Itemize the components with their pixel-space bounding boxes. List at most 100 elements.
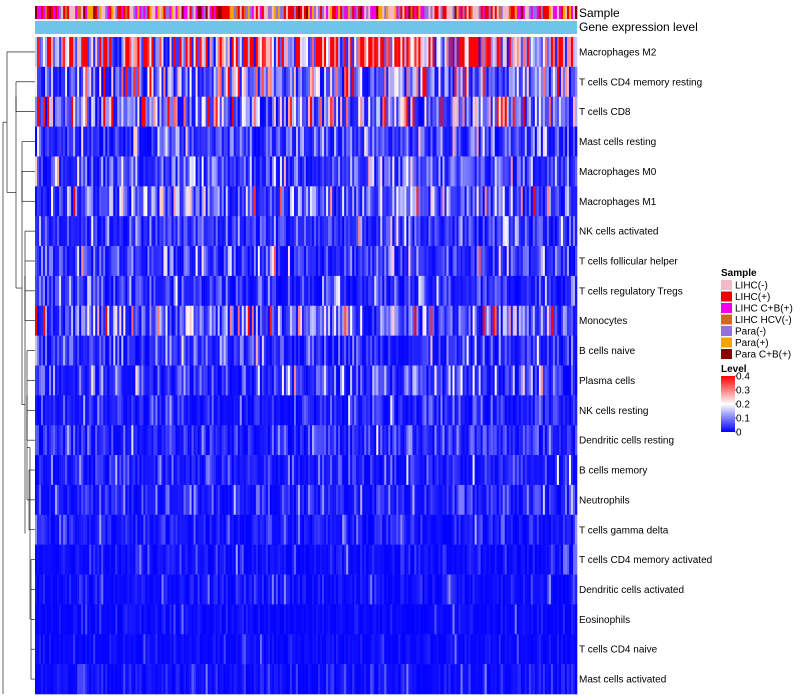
heatmap-cell — [151, 335, 154, 366]
heatmap-cell — [436, 156, 439, 187]
heatmap-cell — [97, 156, 100, 187]
heatmap-cell — [47, 186, 50, 217]
heatmap-cell — [247, 275, 251, 307]
heatmap-cell — [157, 395, 160, 426]
heatmap-cell — [35, 544, 38, 575]
heatmap-cell — [566, 455, 570, 486]
heatmap-cell — [484, 514, 487, 545]
heatmap-cell — [562, 514, 566, 545]
heatmap-cell — [259, 335, 263, 366]
heatmap-cell — [356, 126, 359, 157]
heatmap-cell — [83, 96, 86, 127]
heatmap-cell — [79, 246, 82, 277]
heatmap-cell — [71, 126, 74, 157]
heatmap-cell — [41, 275, 44, 307]
heatmap-cell — [79, 156, 82, 187]
heatmap-cell — [510, 305, 514, 336]
heatmap-cell — [115, 126, 118, 157]
heatmap-cell — [73, 156, 76, 187]
heatmap-cell — [53, 455, 56, 486]
heatmap-cell — [113, 216, 116, 247]
heatmap-cell — [203, 126, 206, 157]
heatmap-cell — [163, 305, 166, 336]
heatmap-cell — [63, 514, 66, 545]
heatmap-cell — [352, 514, 355, 545]
heatmap-cell — [57, 246, 60, 277]
heatmap-cell — [306, 216, 309, 247]
heatmap-cell — [512, 275, 516, 307]
heatmap-cell — [490, 455, 493, 486]
heatmap-cell — [376, 425, 379, 456]
heatmap-cell — [63, 37, 66, 68]
heatmap-cell — [289, 455, 293, 486]
heatmap-cell — [215, 186, 218, 217]
heatmap-cell — [287, 186, 291, 217]
heatmap-cell — [530, 156, 534, 187]
heatmap-cell — [79, 186, 82, 217]
heatmap-cell — [109, 216, 112, 247]
heatmap-cell — [113, 156, 116, 187]
heatmap-cell — [239, 305, 243, 336]
heatmap-cell — [271, 395, 275, 426]
heatmap-cell — [165, 126, 168, 157]
heatmap-cell — [113, 305, 116, 336]
heatmap-cell — [239, 246, 243, 277]
heatmap-cell — [265, 96, 269, 127]
heatmap-cell — [554, 156, 558, 187]
heatmap-cell — [239, 96, 243, 127]
heatmap-cell — [45, 425, 48, 456]
heatmap-cell — [334, 96, 337, 127]
heatmap-cell — [181, 365, 184, 396]
heatmap-cell — [428, 305, 431, 336]
heatmap-cell — [530, 514, 534, 545]
heatmap-cell — [494, 66, 498, 98]
heatmap-cell — [468, 275, 471, 307]
heatmap-cell — [255, 126, 259, 157]
heatmap-cell — [340, 96, 343, 127]
sample-annotation-cell — [147, 6, 150, 19]
heatmap-cell — [229, 335, 233, 366]
heatmap-cell — [253, 156, 257, 187]
heatmap-cell — [91, 395, 94, 426]
heatmap-cell — [283, 66, 287, 98]
heatmap-cell — [354, 335, 357, 366]
heatmap-cell — [125, 275, 128, 307]
heatmap-cell — [434, 484, 437, 516]
heatmap-cell — [400, 425, 403, 456]
heatmap-cell — [488, 186, 491, 217]
heatmap-cell — [408, 335, 411, 366]
heatmap-cell — [105, 186, 108, 217]
heatmap-cell — [119, 275, 122, 307]
heatmap-cell — [468, 216, 471, 247]
heatmap-cell — [297, 425, 301, 456]
heatmap-cell — [173, 544, 176, 575]
heatmap-cell — [169, 425, 172, 456]
heatmap-cell — [59, 126, 62, 157]
heatmap-cell — [91, 305, 94, 336]
heatmap-cell — [352, 246, 355, 277]
heatmap-cell — [143, 66, 146, 98]
heatmap-cell — [237, 305, 241, 336]
heatmap-cell — [223, 186, 227, 217]
heatmap-cell — [354, 216, 357, 247]
heatmap-cell — [380, 156, 383, 187]
heatmap-cell — [458, 514, 461, 545]
heatmap-cell — [398, 96, 401, 127]
heatmap-cell — [364, 365, 367, 396]
sample-annotation-cell — [556, 6, 560, 19]
heatmap-cell — [562, 126, 566, 157]
heatmap-cell — [548, 37, 552, 68]
sample-annotation-cell — [344, 6, 347, 19]
heatmap-cell — [65, 425, 68, 456]
heatmap-cell — [61, 96, 64, 127]
heatmap-cell — [59, 66, 62, 98]
heatmap-cell — [550, 514, 554, 545]
heatmap-cell — [77, 66, 80, 98]
heatmap-cell — [193, 126, 196, 157]
heatmap-cell — [233, 275, 237, 307]
heatmap-cell — [161, 484, 164, 516]
heatmap-cell — [368, 275, 371, 307]
heatmap-cell — [55, 37, 58, 68]
heatmap-cell — [125, 544, 128, 575]
heatmap-cell — [249, 425, 253, 456]
